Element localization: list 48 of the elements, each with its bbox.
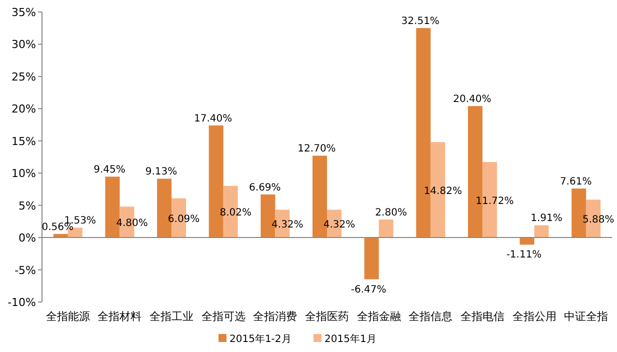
y-tick-label: -5% [14, 264, 36, 277]
data-label: -1.11% [506, 250, 542, 261]
bar [364, 238, 379, 280]
x-tick-label: 中证全指 [564, 310, 608, 323]
y-tick-label: -10% [8, 296, 36, 309]
x-tick-label: 全指金融 [356, 310, 401, 323]
data-label: 0.56% [42, 222, 74, 233]
data-label: 8.02% [220, 208, 252, 219]
bar [520, 238, 534, 245]
x-tick-label: 全指可选 [201, 310, 246, 323]
data-label: -6.47% [350, 284, 386, 296]
data-label: 7.61% [560, 176, 592, 188]
bar [534, 225, 549, 238]
y-tick-label: 20% [12, 102, 36, 116]
y-tick-label: 30% [12, 38, 36, 52]
legend-label: 2015年1月 [324, 333, 376, 345]
x-tick-label: 全指信息 [408, 310, 453, 323]
legend-label: 2015年1-2月 [230, 333, 292, 345]
data-label: 9.45% [94, 164, 126, 176]
data-label: 32.51% [401, 16, 440, 28]
data-label: 12.70% [298, 144, 336, 155]
x-tick-label: 全指工业 [150, 310, 194, 323]
data-label: 11.72% [476, 196, 514, 207]
x-tick-label: 全指消费 [253, 310, 298, 323]
data-label: 5.88% [582, 214, 614, 226]
x-tick-label: 全指能源 [46, 310, 90, 323]
data-label: 2.80% [375, 208, 407, 219]
data-label: 9.13% [145, 166, 178, 178]
bar [378, 220, 394, 238]
data-label: 4.32% [272, 220, 304, 231]
y-tick-label: 0% [18, 232, 36, 245]
data-label: 6.09% [168, 214, 200, 225]
data-label: 4.80% [116, 218, 148, 230]
data-label: 17.40% [194, 113, 232, 124]
y-tick-label: 35% [12, 6, 36, 19]
data-label: 14.82% [424, 186, 462, 197]
x-tick-label: 全指电信 [460, 310, 504, 323]
x-tick-label: 全指公用 [512, 310, 556, 323]
y-tick-label: 5% [18, 199, 36, 212]
data-label: 20.40% [453, 94, 492, 106]
y-tick-label: 15% [12, 134, 36, 148]
data-label: 6.69% [249, 182, 281, 194]
data-label: 4.32% [323, 220, 356, 231]
x-tick-label: 全指材料 [98, 310, 142, 323]
data-label: 1.91% [530, 213, 562, 224]
y-tick-label: 10% [12, 167, 36, 180]
x-tick-label: 全指医药 [305, 310, 349, 323]
y-tick-label: 25% [12, 70, 36, 84]
